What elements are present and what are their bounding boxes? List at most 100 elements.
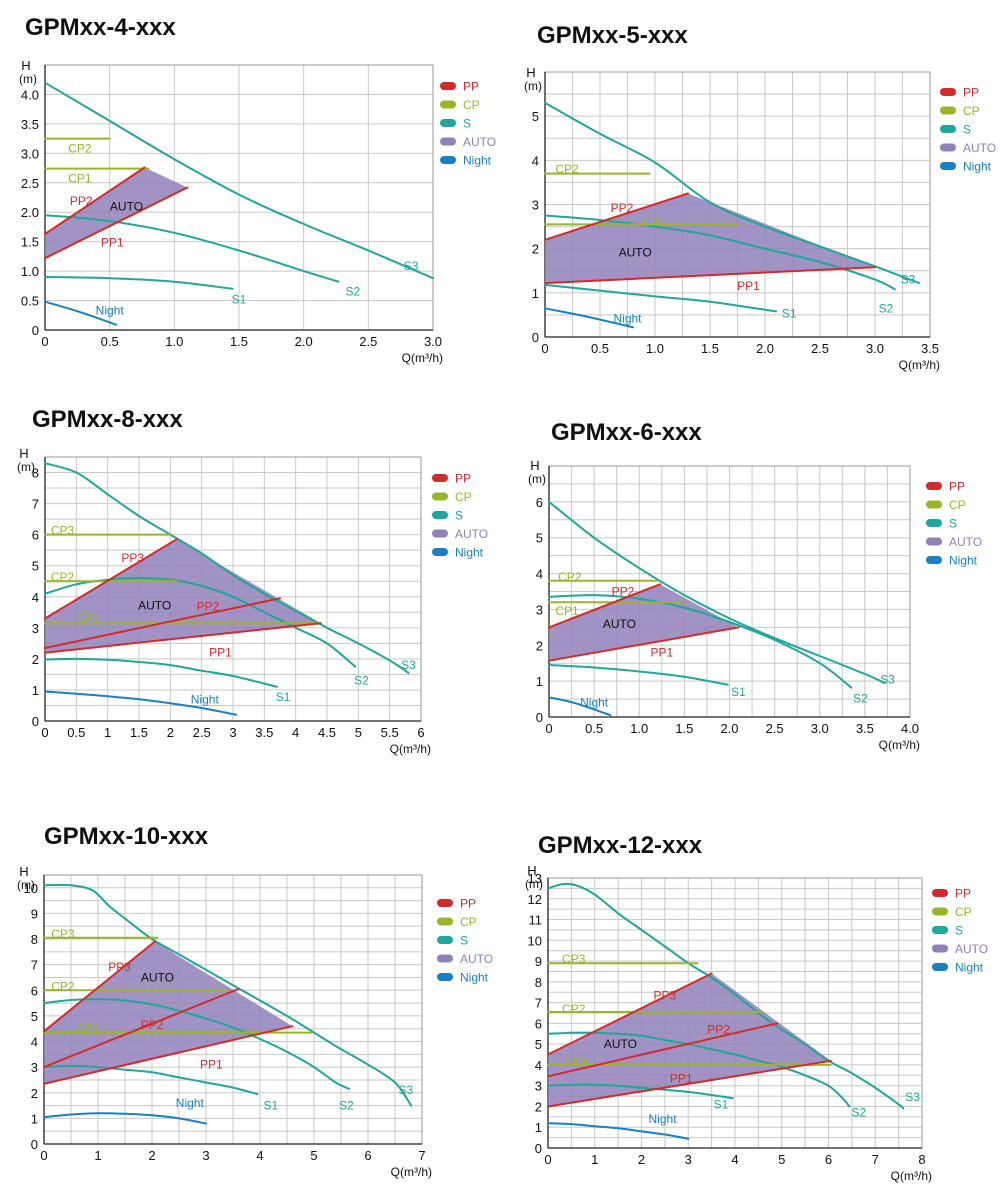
y-tick-label: 1.5 (21, 235, 39, 250)
annotation-label: Night (580, 696, 609, 710)
series-s2-line (548, 594, 853, 689)
x-tick-label: 0 (541, 341, 548, 356)
legend-swatch-night (440, 156, 456, 164)
legend-label-pp: PP (463, 80, 479, 94)
x-tick-label: 1 (94, 1148, 101, 1163)
legend: PP CP S AUTO Night (437, 897, 493, 985)
legend-swatch-cp (432, 492, 448, 501)
series-pp3-line (44, 538, 178, 620)
legend-swatch-pp (432, 474, 448, 482)
x-tick-label: 3.0 (424, 334, 442, 349)
auto-area (549, 584, 739, 661)
y-tick-label: 10 (528, 933, 542, 948)
x-tick-label: 2 (148, 1148, 155, 1163)
y-tick-label: 10 (24, 881, 38, 896)
x-axis-title: Q(m³/h) (402, 351, 443, 365)
x-tick-label: 2.5 (359, 334, 377, 349)
x-tick-label: 4 (731, 1152, 738, 1167)
x-tick-label: 5 (778, 1152, 785, 1167)
annotation-label: PP3 (108, 960, 131, 974)
y-axis-unit: (m) (17, 460, 35, 474)
annotation-label: S3 (404, 259, 419, 273)
legend-label-cp: CP (949, 498, 966, 512)
series-pp3-line (43, 940, 156, 1033)
y-axis-title: H (526, 65, 535, 80)
annotation-label: PP1 (737, 279, 760, 293)
grid (548, 465, 911, 718)
legend-swatch-cp (940, 106, 956, 115)
annotation-label: S2 (852, 1106, 867, 1120)
chart-title: GPMxx-4-xxx (25, 14, 176, 41)
annotation-label: CP1 (564, 1055, 588, 1069)
y-tick-label: 2 (31, 1086, 38, 1101)
y-tick-label: 2 (532, 242, 539, 257)
y-axis-unit: (m) (17, 878, 35, 892)
legend-swatch-auto (437, 954, 453, 963)
x-tick-label: 1.5 (130, 725, 148, 740)
annotation-label: AUTO (141, 970, 174, 984)
auto-area (545, 193, 875, 284)
y-axis-title: H (527, 863, 536, 878)
legend-swatch-auto (440, 137, 456, 146)
legend-swatch-cp (926, 500, 942, 509)
legend-label-night: Night (949, 554, 978, 568)
y-tick-label: 4 (535, 1058, 542, 1073)
y-tick-label: 12 (528, 892, 542, 907)
y-axis-unit: (m) (19, 72, 37, 86)
x-tick-label: 1.5 (701, 341, 719, 356)
legend-swatch-pp (940, 88, 956, 96)
y-tick-label: 3 (532, 198, 539, 213)
y-tick-label: 0 (32, 714, 39, 729)
legend-label-pp: PP (455, 472, 471, 486)
x-tick-label: 0 (40, 1148, 47, 1163)
y-tick-label: 3 (31, 1060, 38, 1075)
auto-area (548, 973, 831, 1107)
annotation-label: CP1 (555, 604, 579, 618)
series-pp3-line (547, 972, 713, 1056)
x-tick-label: 7 (872, 1152, 879, 1167)
annotation-label: PP1 (101, 235, 124, 249)
x-tick-label: 8 (918, 1152, 925, 1167)
annotation-label: PP1 (209, 646, 232, 660)
y-tick-label: 4 (532, 153, 539, 168)
legend-label-cp: CP (955, 905, 972, 919)
annotation-label: PP3 (121, 551, 144, 565)
y-tick-label: 0 (535, 1141, 542, 1156)
legend-label-auto: AUTO (949, 535, 982, 549)
legend-label-s: S (963, 123, 971, 137)
series-night-line (44, 300, 118, 326)
y-axis-title: H (530, 458, 539, 473)
annotation-label: PP2 (70, 194, 93, 208)
x-tick-label: 3 (202, 1148, 209, 1163)
y-tick-label: 2.5 (21, 176, 39, 191)
y-tick-label: 4 (31, 1035, 38, 1050)
y-axis-title: H (21, 58, 30, 73)
y-tick-label: 7 (535, 996, 542, 1011)
legend: PP CP S AUTO Night (926, 480, 982, 568)
x-tick-label: 0 (41, 334, 48, 349)
annotation-label: PP2 (197, 600, 220, 614)
annotation-label: Night (613, 311, 642, 325)
legend-label-night: Night (455, 546, 484, 560)
legend-label-auto: AUTO (963, 141, 996, 155)
annotation-label: CP1 (76, 612, 100, 626)
x-tick-label: 4 (292, 725, 299, 740)
annotation-label: Night (191, 692, 220, 706)
annotation-label: S3 (901, 273, 916, 287)
x-tick-label: 1.5 (230, 334, 248, 349)
legend-label-pp: PP (460, 897, 476, 911)
x-tick-label: 0.5 (67, 725, 85, 740)
x-tick-label: 3.0 (866, 341, 884, 356)
y-tick-label: 6 (31, 983, 38, 998)
annotation-label: S2 (339, 1099, 354, 1113)
series-pp1-line (548, 626, 740, 662)
series-pp1-line (544, 266, 876, 285)
annotation-label: AUTO (138, 598, 171, 612)
annotation-label: Night (176, 1096, 205, 1110)
legend: PP CP S AUTO Night (440, 80, 496, 168)
chart-title: GPMxx-5-xxx (537, 22, 688, 49)
annotation-label: S1 (731, 685, 746, 699)
y-tick-label: 1 (535, 1120, 542, 1135)
y-tick-label: 0.5 (21, 294, 39, 309)
